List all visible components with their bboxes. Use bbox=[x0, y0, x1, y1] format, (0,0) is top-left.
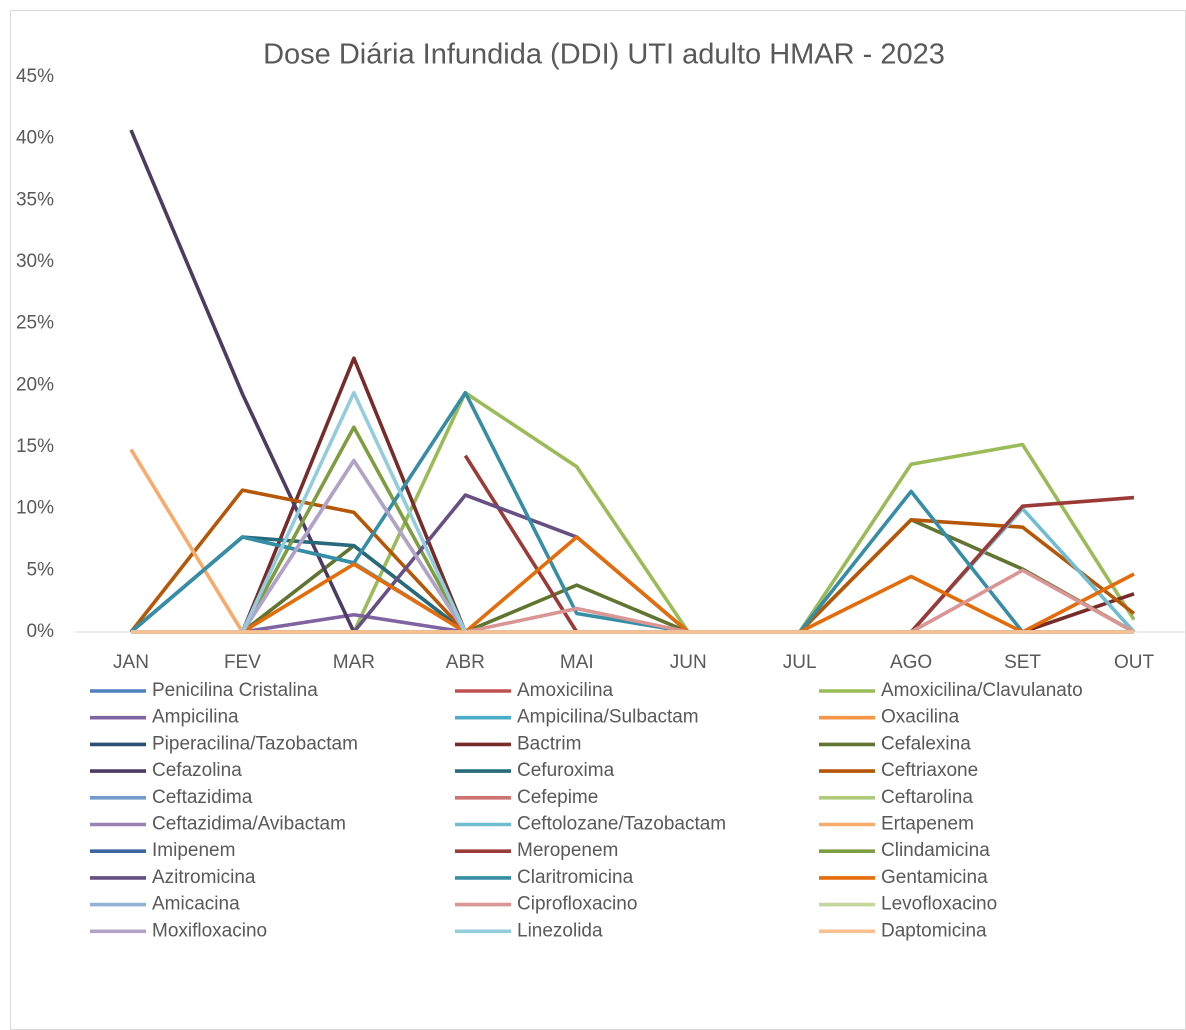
x-tick-label: JUL bbox=[783, 652, 817, 673]
legend-label: Clindamicina bbox=[881, 840, 990, 861]
legend-label: Piperacilina/Tazobactam bbox=[152, 733, 358, 754]
legend-label: Ceftolozane/Tazobactam bbox=[517, 814, 726, 835]
legend-label: Amoxicilina/Clavulanato bbox=[881, 680, 1083, 701]
legend-label: Cefazolina bbox=[152, 760, 242, 781]
legend-label: Imipenem bbox=[152, 840, 235, 861]
x-tick-label: MAI bbox=[560, 652, 594, 673]
legend-label: Amicacina bbox=[152, 894, 240, 915]
x-tick-label: AGO bbox=[890, 652, 932, 673]
series-line bbox=[131, 535, 1135, 634]
legend-label: Meropenem bbox=[517, 840, 618, 861]
legend-label: Amoxicilina bbox=[517, 680, 614, 701]
legend-label: Ceftazidima bbox=[152, 787, 253, 808]
legend-label: Ampicilina bbox=[152, 707, 239, 728]
legend-label: Ceftarolina bbox=[881, 787, 973, 808]
y-tick-label: 25% bbox=[16, 313, 54, 334]
legend-label: Ertapenem bbox=[881, 814, 974, 835]
legend-label: Cefepime bbox=[517, 787, 598, 808]
y-tick-label: 40% bbox=[16, 128, 54, 149]
y-tick-label: 20% bbox=[16, 374, 54, 395]
legend-label: Claritromicina bbox=[517, 867, 634, 888]
series-line bbox=[131, 517, 1135, 634]
legend-label: Cefuroxima bbox=[517, 760, 615, 781]
legend-label: Oxacilina bbox=[881, 707, 960, 728]
legend-label: Gentamicina bbox=[881, 867, 988, 888]
legend-label: Penicilina Cristalina bbox=[152, 680, 318, 701]
legend-label: Moxifloxacino bbox=[152, 920, 267, 941]
y-tick-label: 10% bbox=[16, 498, 54, 519]
legend-label: Azitromicina bbox=[152, 867, 256, 888]
legend-label: Ciprofloxacino bbox=[517, 894, 637, 915]
legend-label: Cefalexina bbox=[881, 733, 971, 754]
x-tick-label: FEV bbox=[224, 652, 261, 673]
legend-label: Linezolida bbox=[517, 920, 603, 941]
x-tick-label: ABR bbox=[446, 652, 485, 673]
legend-label: Ceftriaxone bbox=[881, 760, 978, 781]
y-tick-label: 45% bbox=[16, 66, 54, 87]
x-tick-label: SET bbox=[1004, 652, 1041, 673]
y-tick-label: 0% bbox=[27, 621, 55, 642]
legend-label: Levofloxacino bbox=[881, 894, 997, 915]
y-tick-label: 35% bbox=[16, 189, 54, 210]
y-tick-label: 30% bbox=[16, 251, 54, 272]
x-tick-label: JUN bbox=[670, 652, 707, 673]
x-tick-label: JAN bbox=[113, 652, 149, 673]
legend-label: Ampicilina/Sulbactam bbox=[517, 707, 699, 728]
chart-border bbox=[10, 10, 1186, 1030]
legend-label: Ceftazidima/Avibactam bbox=[152, 814, 346, 835]
y-tick-label: 5% bbox=[27, 559, 55, 580]
series-line bbox=[129, 390, 1134, 634]
x-tick-label: MAR bbox=[333, 652, 375, 673]
chart-title: Dose Diária Infundida (DDI) UTI adulto H… bbox=[263, 39, 945, 71]
legend-label: Bactrim bbox=[517, 733, 581, 754]
y-tick-label: 15% bbox=[16, 436, 54, 457]
legend-label: Daptomicina bbox=[881, 920, 987, 941]
x-tick-label: OUT bbox=[1114, 652, 1155, 673]
